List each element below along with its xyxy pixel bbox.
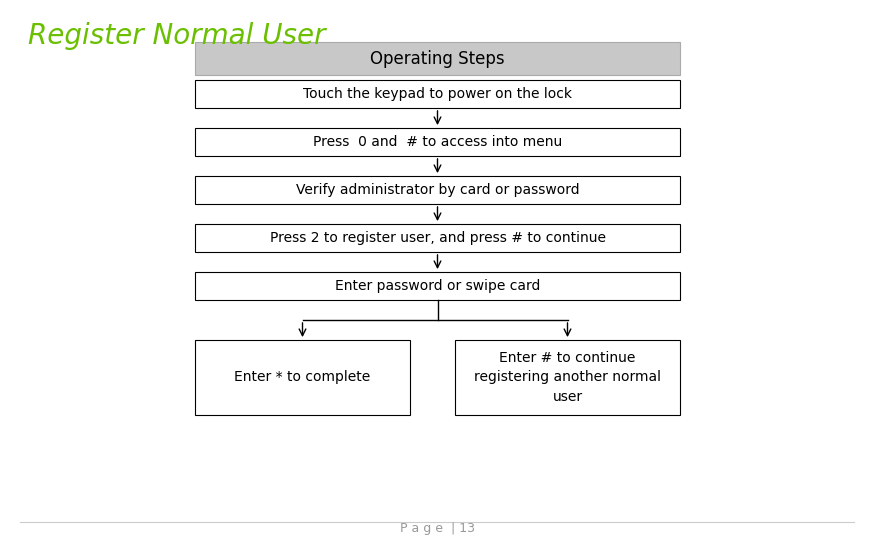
Text: Press 2 to register user, and press # to continue: Press 2 to register user, and press # to… (269, 231, 606, 245)
Bar (195, 272, 680, 300)
Text: Press  0 and  # to access into menu: Press 0 and # to access into menu (313, 135, 562, 149)
Text: Enter * to complete: Enter * to complete (234, 370, 371, 385)
Text: Register Normal User: Register Normal User (28, 22, 325, 50)
Text: P a g e  | 13: P a g e | 13 (399, 522, 475, 535)
Bar (195, 176, 680, 204)
Text: Enter # to continue
registering another normal
user: Enter # to continue registering another … (474, 351, 661, 404)
Text: Enter password or swipe card: Enter password or swipe card (335, 279, 540, 293)
Bar (195, 224, 680, 252)
Text: Touch the keypad to power on the lock: Touch the keypad to power on the lock (303, 87, 572, 101)
Bar (195, 80, 680, 108)
Bar (195, 340, 410, 415)
Bar (195, 128, 680, 156)
Bar (195, 42, 680, 75)
Text: Verify administrator by card or password: Verify administrator by card or password (295, 183, 579, 197)
Text: Operating Steps: Operating Steps (371, 49, 505, 67)
Bar (455, 340, 680, 415)
